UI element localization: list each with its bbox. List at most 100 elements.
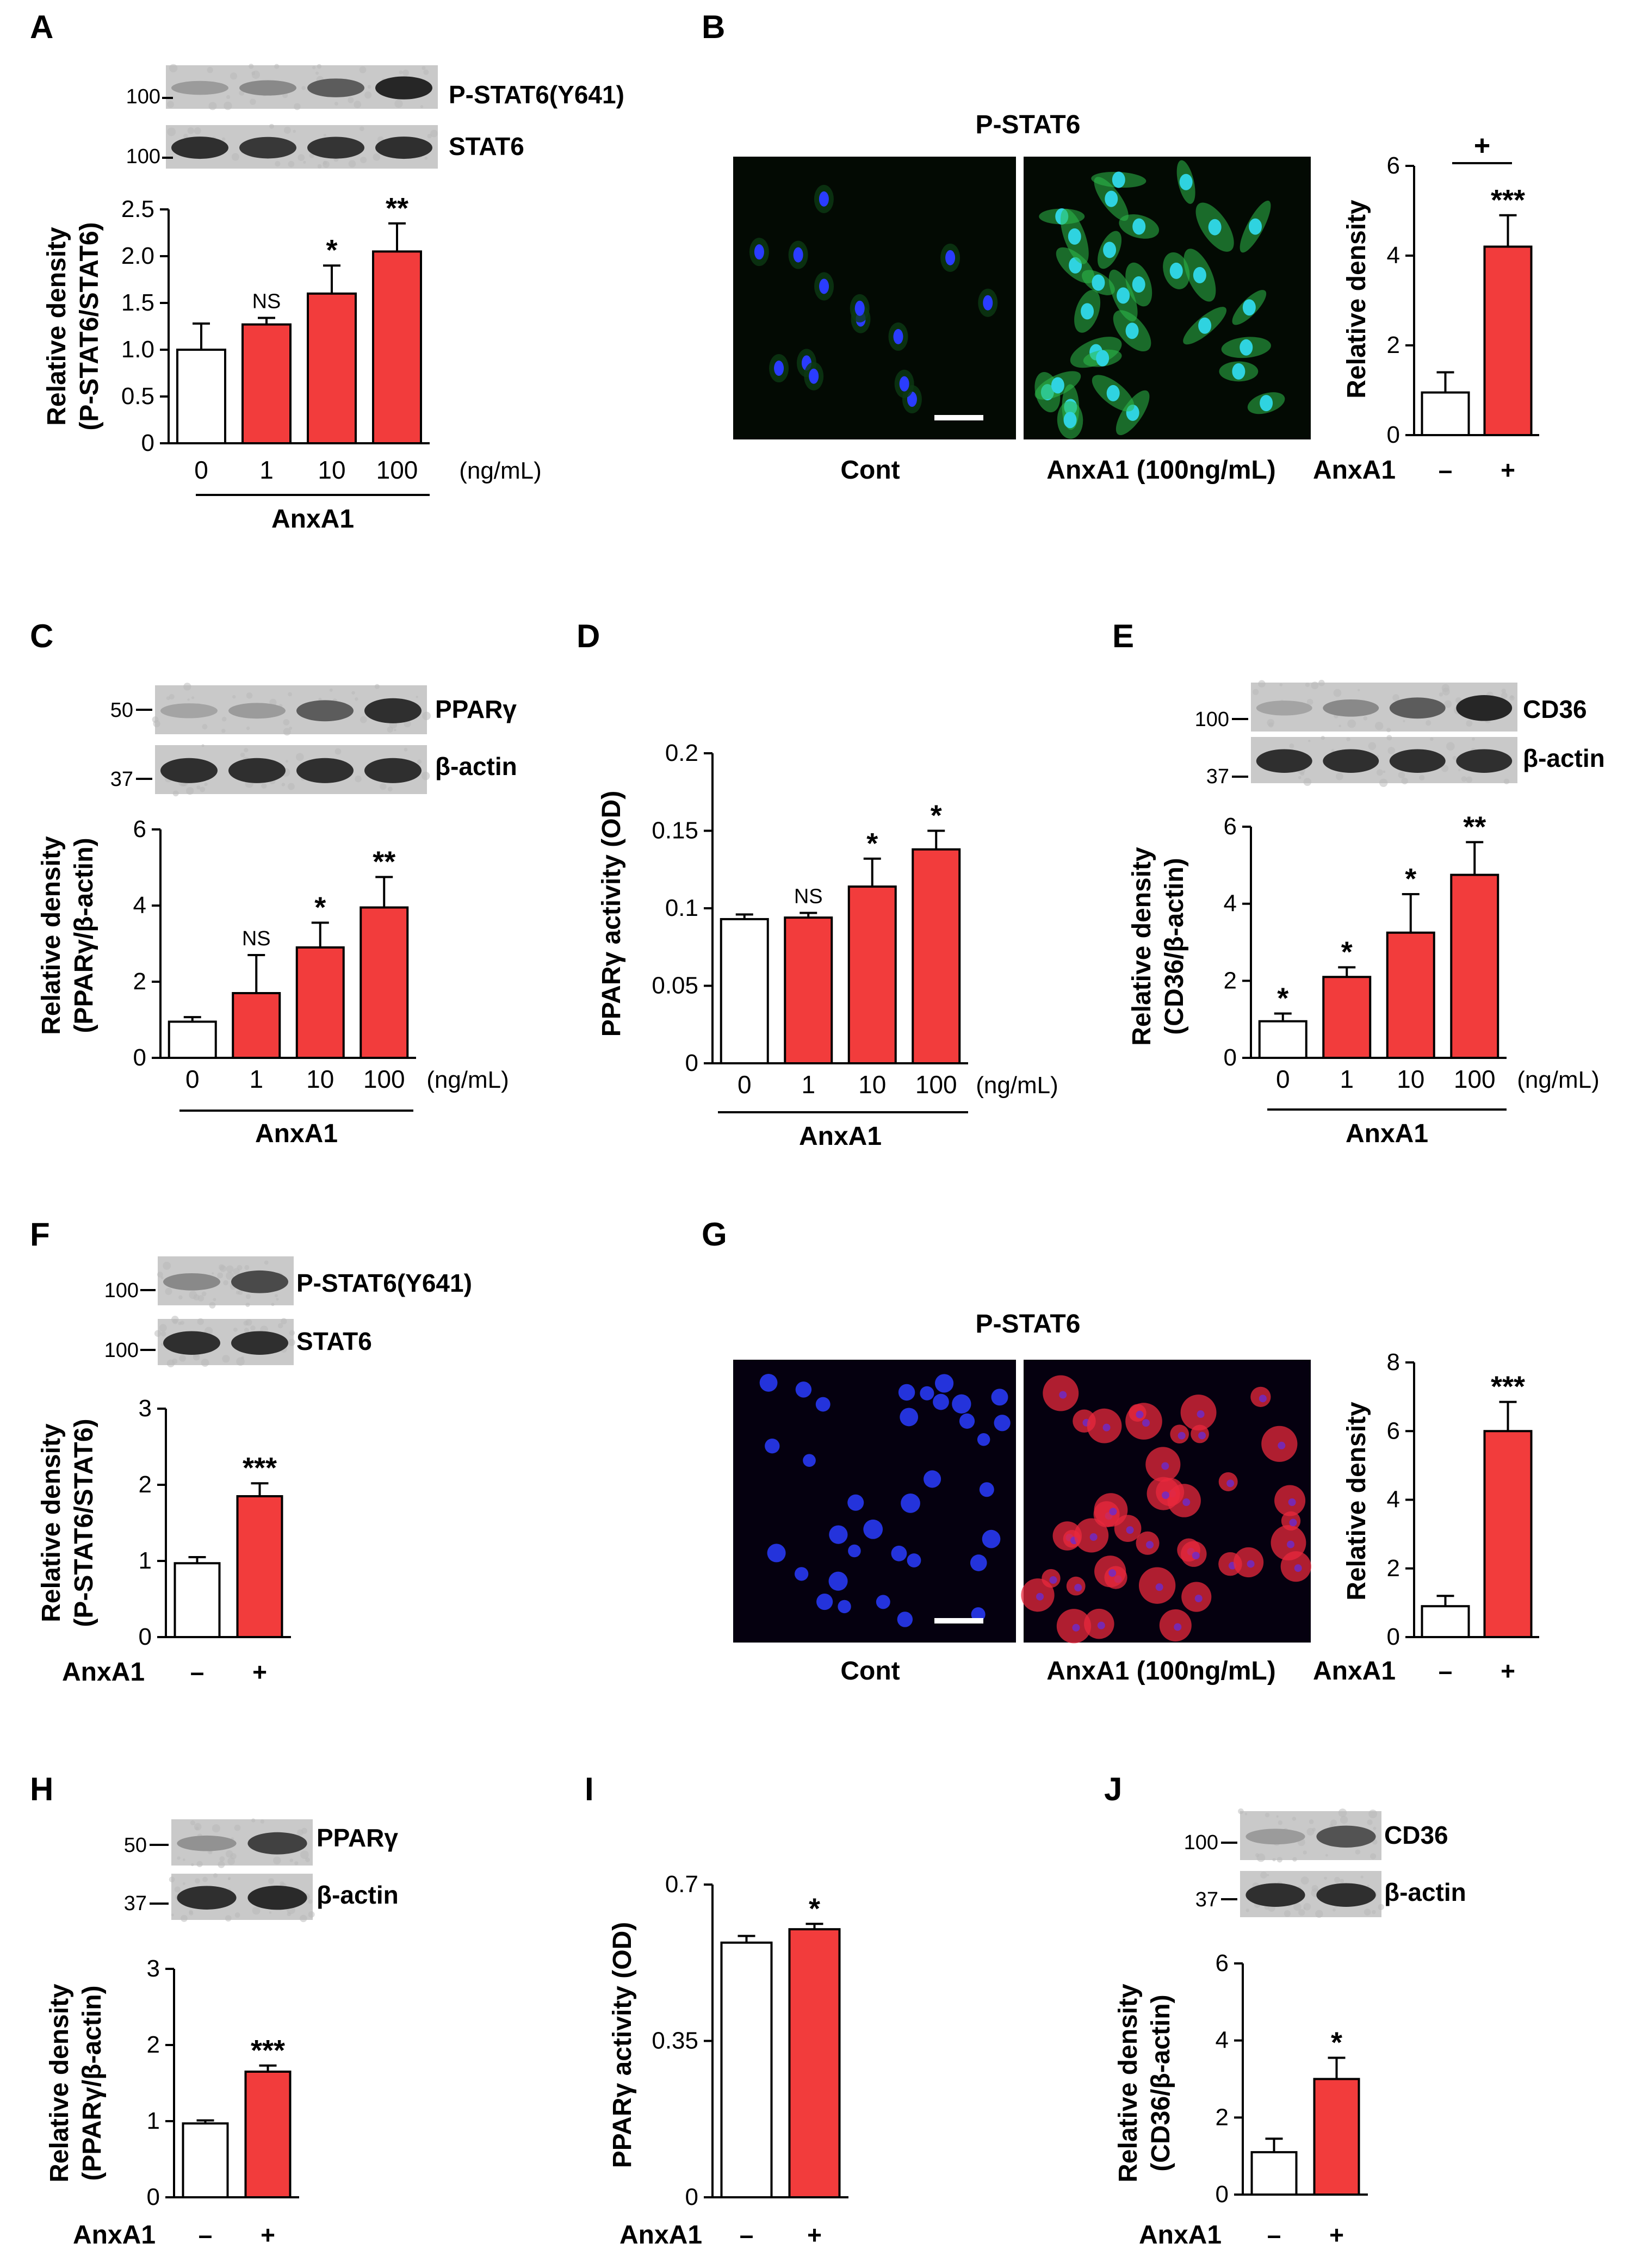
bar [1421,1605,1470,1638]
blot-noise [269,1911,272,1914]
blot-noise [174,1886,181,1893]
nucleus [1072,1623,1080,1632]
nucleus [863,1519,883,1539]
blot-noise [190,1820,195,1826]
blot-noise [1305,682,1310,687]
blot-noise [1376,769,1383,776]
blot-band [247,1832,307,1855]
blot-noise [223,1280,228,1286]
blot-noise [276,1298,279,1301]
nucleus [1288,1498,1296,1506]
blot-a-pstat6 [166,64,438,110]
nucleus [1278,1441,1286,1449]
blot-h-actin [169,1873,315,1923]
nucleus [1112,171,1125,188]
blot-noise [329,688,333,692]
blot-noise [298,154,305,162]
blot-noise [301,86,306,90]
blot-noise [252,1906,261,1915]
blot-noise [423,69,429,75]
blot-noise [289,1858,293,1862]
blot-noise [167,101,174,108]
blot-noise [1401,777,1408,785]
y-tick-label: 4 [133,892,146,919]
nucleus [893,329,903,344]
blot-noise [1258,680,1266,687]
blot-f-pstat6 [157,1256,294,1309]
blot-noise [200,786,206,792]
panel-letter-c: C [30,618,53,654]
nucleus [970,1554,987,1571]
nucleus [1260,395,1273,412]
blot-band [1389,749,1446,773]
blot-noise [187,127,194,134]
nucleus [1174,1623,1182,1631]
nucleus [1179,173,1193,190]
y-tick-label: 6 [1387,1417,1400,1444]
y-tick-label: 0.7 [665,1871,698,1898]
nucleus [1259,1395,1267,1403]
blot-noise [1509,695,1515,701]
unit-label: (ng/mL) [1517,1067,1600,1093]
blot-noise [1309,1819,1314,1824]
blot-noise [244,1265,250,1270]
bar [372,250,422,444]
blot-noise [1268,722,1274,728]
blot-noise [213,1873,218,1878]
blot-noise [1289,743,1294,749]
blot-noise [172,1319,178,1324]
blot-noise [1256,1853,1266,1862]
nucleus [1192,1552,1200,1560]
blot-noise [226,95,231,100]
nucleus [1105,190,1118,207]
blot-noise [1265,1812,1270,1818]
blot-noise [1267,1874,1269,1876]
blot-noise [246,726,250,730]
blot-label: P-STAT6(Y641) [449,80,624,109]
y-tick-label: 6 [1216,1950,1229,1976]
y-tick-label: 4 [1387,1486,1400,1513]
blot-band [228,758,286,783]
y-axis-label: Relative density [1342,1402,1371,1601]
blot-noise [201,1359,209,1367]
y-tick-label: 0 [685,2184,698,2210]
significance-label: ** [373,846,395,878]
bar [1250,2151,1298,2196]
blot-noise [236,1357,245,1366]
y-tick-label: 2 [1387,332,1400,358]
blot-noise [287,1912,292,1917]
blot-band [1316,1825,1376,1848]
blot-noise [1426,720,1432,726]
category-label: 100 [376,456,418,484]
blot-j-cd36 [1238,1808,1381,1863]
blot-noise [157,1272,163,1278]
blot-band [307,78,364,97]
blot-noise [394,729,396,732]
significance-label: * [314,891,326,924]
nucleus [983,295,993,311]
y-tick-label: 0 [1387,422,1400,448]
category-label: 10 [858,1070,886,1099]
blot-noise [1372,1910,1376,1914]
blot-noise [212,1272,214,1275]
blot-noise [1244,1813,1248,1815]
blot-noise [1367,1819,1373,1825]
treatment-label: AnxA1 [62,1658,145,1687]
nucleus [854,300,865,316]
nucleus [848,1544,861,1558]
blot-noise [288,1339,295,1346]
blot-noise [159,1324,167,1332]
mw-marker: 100 [1184,1831,1218,1854]
mw-marker: 37 [124,1892,147,1915]
blot-noise [300,1850,309,1859]
nucleus [815,1397,831,1412]
blot-band [160,703,218,718]
mw-marker: 50 [110,699,133,722]
blot-noise [250,1325,256,1331]
blot-noise [160,1331,166,1337]
blot-noise [1321,735,1325,740]
blot-noise [416,696,418,698]
significance-label: * [866,827,878,860]
blot-noise [427,134,432,139]
category-label: 1 [249,1065,263,1093]
